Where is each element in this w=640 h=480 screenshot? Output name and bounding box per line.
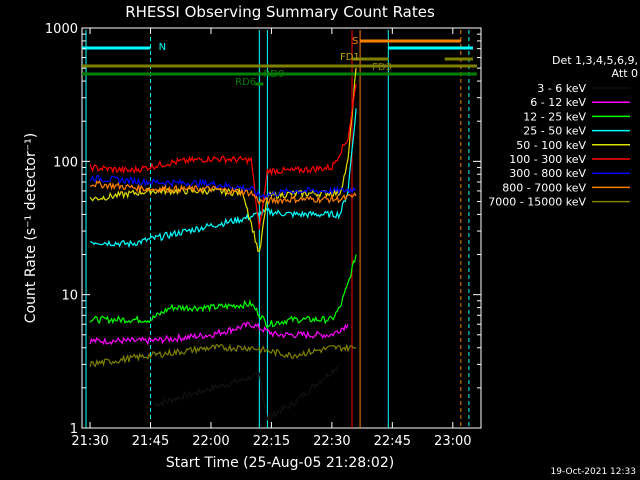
legend-entry: 50 - 100 keV bbox=[516, 139, 586, 152]
y-tick-label: 10 bbox=[61, 289, 78, 304]
annotation-label-fd1: FD1 bbox=[340, 52, 360, 63]
y-axis-ticks: 1 10 100 1000 bbox=[45, 22, 481, 437]
legend-title: Att 0 bbox=[612, 67, 638, 80]
legend-entry: 12 - 25 keV bbox=[523, 110, 586, 123]
series-lines bbox=[89, 68, 357, 421]
series-line bbox=[89, 174, 357, 200]
x-tick-label: 22:45 bbox=[374, 434, 411, 449]
x-tick-label: 22:00 bbox=[192, 434, 229, 449]
y-tick-label: 1 bbox=[70, 422, 78, 437]
legend-entry: 25 - 50 keV bbox=[523, 125, 586, 138]
timestamp: 19-Oct-2021 12:33 bbox=[551, 467, 636, 477]
series-line bbox=[89, 254, 357, 329]
series-line bbox=[89, 321, 349, 346]
series-line bbox=[89, 68, 357, 252]
x-tick-label: 23:00 bbox=[434, 434, 471, 449]
x-tick-label: 21:45 bbox=[132, 434, 169, 449]
y-axis-label: Count Rate (s⁻¹ detector⁻¹) bbox=[23, 133, 39, 323]
legend-entry: 800 - 7000 keV bbox=[502, 181, 586, 194]
legend-entry: 7000 - 15000 keV bbox=[488, 196, 586, 209]
x-axis-ticks: 21:30 21:45 22:00 22:15 22:30 22:45 23:00 bbox=[71, 28, 472, 449]
legend-entry: 6 - 12 keV bbox=[530, 96, 586, 109]
chart-title: RHESSI Observing Summary Count Rates bbox=[125, 3, 435, 21]
x-tick-label: 21:30 bbox=[71, 434, 108, 449]
annotation-label-s: S bbox=[352, 36, 358, 47]
annotation-label-rd6: RD6 bbox=[235, 77, 256, 88]
annotation-label-fd3: FD3 bbox=[372, 62, 392, 73]
y-tick-label: 1000 bbox=[45, 22, 78, 37]
x-axis-label: Start Time (25-Aug-05 21:28:02) bbox=[166, 455, 394, 471]
x-tick-label: 22:15 bbox=[253, 434, 290, 449]
annotation-label-rd9: RD9 bbox=[263, 69, 284, 80]
series-line bbox=[89, 343, 357, 368]
legend-entry: 100 - 300 keV bbox=[509, 153, 586, 166]
annotation-lines bbox=[85, 30, 470, 428]
legend-entry: 300 - 800 keV bbox=[509, 167, 586, 180]
state-bars: N S FD1 FD3 RD6 RD9 bbox=[82, 36, 477, 88]
series-line bbox=[89, 108, 357, 249]
plot-frame bbox=[81, 27, 482, 429]
series-line bbox=[90, 180, 357, 206]
annotation-label-n: N bbox=[159, 42, 166, 53]
legend-entry: 3 - 6 keV bbox=[537, 82, 586, 95]
series-line bbox=[89, 83, 357, 230]
x-tick-label: 22:30 bbox=[313, 434, 350, 449]
y-tick-label: 100 bbox=[53, 155, 78, 170]
series-line bbox=[154, 364, 341, 421]
legend-title: Det 1,3,4,5,6,9, bbox=[552, 54, 638, 67]
